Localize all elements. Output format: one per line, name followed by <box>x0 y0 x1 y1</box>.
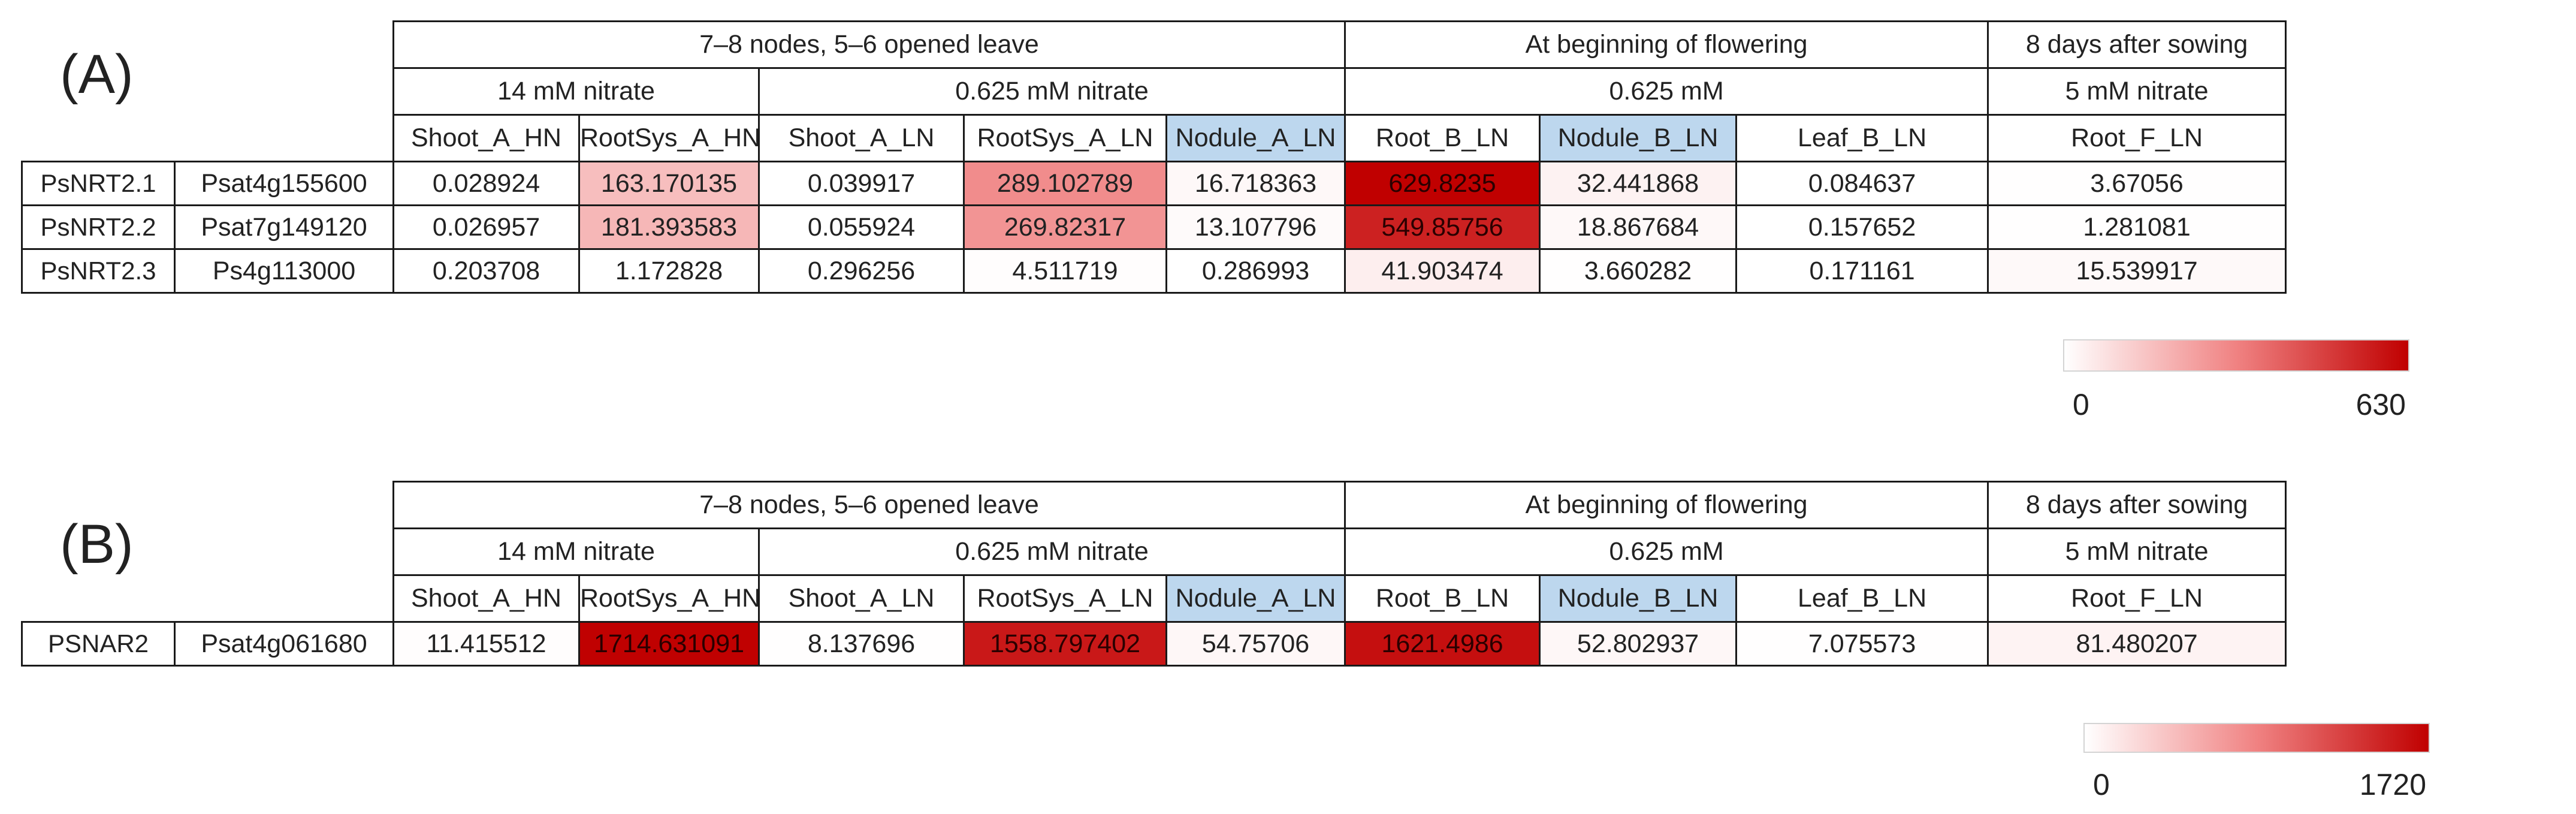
heatmap-cell: 549.85756 <box>1344 204 1541 250</box>
color-scale-max-label: 630 <box>2355 388 2406 421</box>
heatmap-cell: 81.480207 <box>1987 621 2287 667</box>
heatmap-cell: 1558.797402 <box>963 621 1167 667</box>
color-scale-bar <box>2083 723 2430 753</box>
heatmap-cell: 15.539917 <box>1987 248 2287 294</box>
panel-label-a: (A) <box>60 44 134 105</box>
heatmap-cell: 0.055924 <box>758 204 965 250</box>
stage-header: 8 days after sowing <box>1987 481 2287 529</box>
column-header-rootsys-a-ln: RootSys_A_LN <box>963 114 1167 162</box>
gene-id: Ps4g113000 <box>174 248 394 294</box>
color-scale-legend-b: 0 1720 <box>2083 723 2430 801</box>
header-spacer <box>22 575 394 622</box>
heatmap-cell: 3.660282 <box>1539 248 1738 294</box>
gene-id: Psat4g155600 <box>174 161 394 206</box>
gene-name: PsNRT2.2 <box>21 204 176 250</box>
column-header-root-b-ln: Root_B_LN <box>1344 114 1541 162</box>
condition-header: 14 mM nitrate <box>392 527 760 576</box>
heatmap-cell: 1.172828 <box>578 248 760 294</box>
condition-header: 5 mM nitrate <box>1987 527 2287 576</box>
table-row: PsNRT2.3 Ps4g113000 0.203708 1.172828 0.2962… <box>21 248 2287 294</box>
heatmap-cell: 629.8235 <box>1344 161 1541 206</box>
stage-header: At beginning of flowering <box>1344 481 1989 529</box>
condition-header: 5 mM nitrate <box>1987 67 2287 116</box>
column-header-shoot-a-ln: Shoot_A_LN <box>758 574 965 623</box>
heatmap-cell: 1714.631091 <box>578 621 760 667</box>
gene-id: Psat7g149120 <box>174 204 394 250</box>
heatmap-cell: 0.084637 <box>1735 161 1989 206</box>
color-scale-legend-a: 0 630 <box>2063 339 2409 421</box>
table-row: PsNRT2.2 Psat7g149120 0.026957 181.393583 0.… <box>21 204 2287 250</box>
heatmap-cell: 11.415512 <box>392 621 580 667</box>
column-header-root-f-ln: Root_F_LN <box>1987 574 2287 623</box>
heatmap-cell: 1.281081 <box>1987 204 2287 250</box>
color-scale-bar <box>2063 339 2409 372</box>
heatmap-cell: 0.026957 <box>392 204 580 250</box>
heatmap-cell: 0.039917 <box>758 161 965 206</box>
heatmap-cell: 181.393583 <box>578 204 760 250</box>
panel-label-b: (B) <box>60 514 134 575</box>
color-scale-max-label: 1720 <box>2359 768 2426 801</box>
heatmap-cell: 289.102789 <box>963 161 1167 206</box>
condition-header: 14 mM nitrate <box>392 67 760 116</box>
heatmap-table-a: 7–8 nodes, 5–6 opened leave At beginning … <box>21 20 2287 294</box>
heatmap-cell: 4.511719 <box>963 248 1167 294</box>
color-scale-min-label: 0 <box>2093 768 2110 801</box>
header-spacer <box>22 115 394 162</box>
column-header-root-f-ln: Root_F_LN <box>1987 114 2287 162</box>
heatmap-cell: 8.137696 <box>758 621 965 667</box>
column-header-leaf-b-ln: Leaf_B_LN <box>1735 574 1989 623</box>
stage-header: 8 days after sowing <box>1987 20 2287 69</box>
heatmap-cell: 16.718363 <box>1165 161 1346 206</box>
header-spacer <box>22 482 394 529</box>
column-header-shoot-a-hn: Shoot_A_HN <box>392 574 580 623</box>
header-spacer <box>22 529 394 575</box>
stage-header: 7–8 nodes, 5–6 opened leave <box>392 20 1346 69</box>
heatmap-cell: 54.75706 <box>1165 621 1346 667</box>
heatmap-cell: 18.867684 <box>1539 204 1738 250</box>
heatmap-cell: 0.028924 <box>392 161 580 206</box>
heatmap-cell: 163.170135 <box>578 161 760 206</box>
column-header-nodule-a-ln: Nodule_A_LN <box>1165 114 1346 162</box>
column-header-rootsys-a-ln: RootSys_A_LN <box>963 574 1167 623</box>
heatmap-table-b: 7–8 nodes, 5–6 opened leave At beginning … <box>21 481 2287 667</box>
table-row: PsNRT2.1 Psat4g155600 0.028924 163.170135 0.… <box>21 161 2287 206</box>
column-header-nodule-b-ln: Nodule_B_LN <box>1539 574 1738 623</box>
condition-header: 0.625 mM <box>1344 67 1989 116</box>
stage-header: 7–8 nodes, 5–6 opened leave <box>392 481 1346 529</box>
column-header-rootsys-a-hn: RootSys_A_HN <box>578 574 760 623</box>
condition-header: 0.625 mM nitrate <box>757 67 1346 116</box>
table-row: PSNAR2 Psat4g061680 11.415512 1714.631091 8.… <box>21 621 2287 667</box>
heatmap-cell: 1621.4986 <box>1344 621 1541 667</box>
condition-header: 0.625 mM nitrate <box>757 527 1346 576</box>
gene-name: PsNRT2.1 <box>21 161 176 206</box>
gene-name: PSNAR2 <box>21 621 176 667</box>
heatmap-cell: 41.903474 <box>1344 248 1541 294</box>
column-header-shoot-a-ln: Shoot_A_LN <box>758 114 965 162</box>
heatmap-cell: 0.296256 <box>758 248 965 294</box>
heatmap-cell: 0.157652 <box>1735 204 1989 250</box>
stage-header: At beginning of flowering <box>1344 20 1989 69</box>
heatmap-cell: 0.286993 <box>1165 248 1346 294</box>
column-header-nodule-b-ln: Nodule_B_LN <box>1539 114 1738 162</box>
color-scale-min-label: 0 <box>2073 388 2089 421</box>
heatmap-cell: 269.82317 <box>963 204 1167 250</box>
gene-name: PsNRT2.3 <box>21 248 176 294</box>
heatmap-cell: 7.075573 <box>1735 621 1989 667</box>
header-spacer <box>22 22 394 68</box>
column-header-root-b-ln: Root_B_LN <box>1344 574 1541 623</box>
heatmap-cell: 3.67056 <box>1987 161 2287 206</box>
column-header-nodule-a-ln: Nodule_A_LN <box>1165 574 1346 623</box>
column-header-leaf-b-ln: Leaf_B_LN <box>1735 114 1989 162</box>
heatmap-cell: 0.203708 <box>392 248 580 294</box>
condition-header: 0.625 mM <box>1344 527 1989 576</box>
heatmap-cell: 52.802937 <box>1539 621 1738 667</box>
gene-id: Psat4g061680 <box>174 621 394 667</box>
column-header-shoot-a-hn: Shoot_A_HN <box>392 114 580 162</box>
header-spacer <box>22 68 394 115</box>
column-header-rootsys-a-hn: RootSys_A_HN <box>578 114 760 162</box>
heatmap-cell: 13.107796 <box>1165 204 1346 250</box>
heatmap-cell: 0.171161 <box>1735 248 1989 294</box>
heatmap-cell: 32.441868 <box>1539 161 1738 206</box>
